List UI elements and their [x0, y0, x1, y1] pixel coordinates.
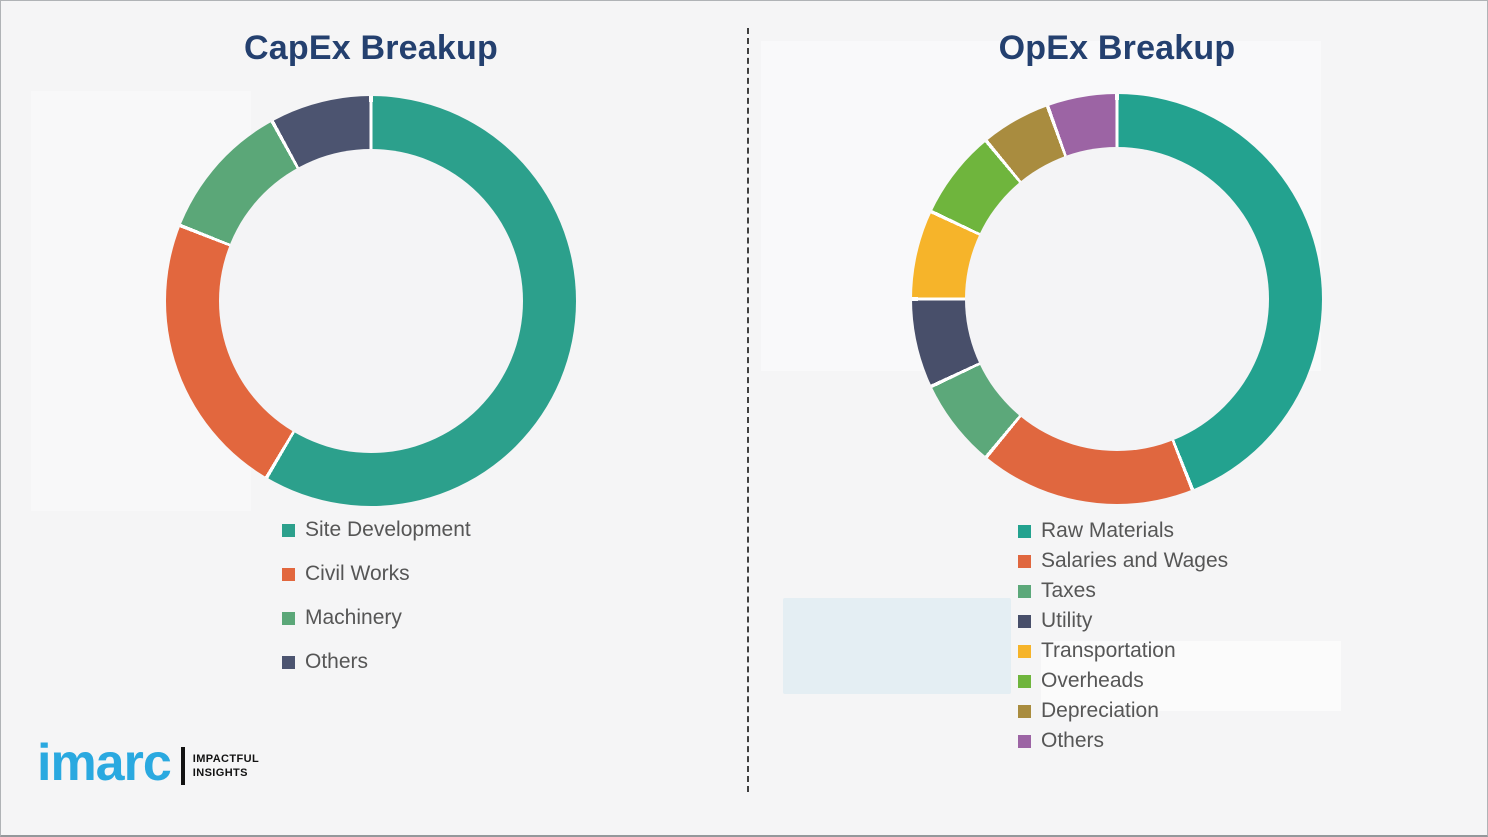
legend-color-swatch [1018, 674, 1031, 688]
capex-chart-title: CapEx Breakup [244, 29, 498, 67]
legend-label: Others [1041, 729, 1105, 752]
legend-item: Salaries and Wages [1018, 546, 1228, 576]
legend-item: Civil Works [282, 552, 471, 596]
legend-item: Transportation [1018, 636, 1228, 666]
opex-chart-title: OpEx Breakup [998, 29, 1236, 67]
opex-donut-hole [965, 147, 1269, 451]
legend-item: Depreciation [1018, 696, 1228, 726]
legend-label: Salaries and Wages [1041, 549, 1229, 572]
opex-donut-chart [912, 94, 1322, 504]
legend-label: Machinery [305, 606, 402, 629]
legend-color-swatch [1018, 524, 1031, 538]
imarc-logo-text: imarc [37, 734, 172, 792]
imarc-tagline-line2: INSIGHTS [192, 767, 248, 779]
legend-label: Utility [1041, 609, 1093, 632]
legend-item: Overheads [1018, 666, 1228, 696]
imarc-logo: imarc IMPACTFUL INSIGHTS [37, 737, 259, 789]
legend-color-swatch [1018, 614, 1031, 628]
legend-item: Machinery [282, 596, 471, 640]
legend-color-swatch [1018, 734, 1031, 748]
legend-label: Transportation [1041, 639, 1176, 662]
legend-color-swatch [282, 523, 295, 537]
legend-label: Site Development [305, 518, 471, 541]
legend-item: Raw Materials [1018, 516, 1228, 546]
legend-item: Taxes [1018, 576, 1228, 606]
legend-color-swatch [282, 567, 295, 581]
capex-legend: Site Development Civil Works Machinery Othe… [282, 508, 471, 684]
legend-color-swatch [1018, 704, 1031, 718]
legend-item: Others [1018, 726, 1228, 756]
legend-label: Others [305, 650, 369, 673]
logo-separator-bar [180, 747, 185, 785]
legend-label: Raw Materials [1041, 519, 1175, 542]
legend-color-swatch [282, 655, 295, 669]
legend-item: Utility [1018, 606, 1228, 636]
opex-legend: Raw Materials Salaries and Wages Taxes Util… [1018, 516, 1228, 756]
legend-item: Others [282, 640, 471, 684]
capex-donut-chart [166, 96, 576, 506]
imarc-tagline-line1: IMPACTFUL [192, 752, 260, 765]
legend-label: Taxes [1041, 579, 1096, 602]
legend-color-swatch [1018, 644, 1031, 658]
background-texture [783, 598, 1011, 694]
legend-item: Site Development [282, 508, 471, 552]
legend-color-swatch [1018, 554, 1031, 568]
legend-label: Depreciation [1041, 699, 1159, 722]
dashed-divider [747, 28, 749, 792]
capex-donut-hole [219, 149, 523, 453]
legend-label: Civil Works [305, 562, 410, 585]
legend-color-swatch [1018, 584, 1031, 598]
imarc-tagline: IMPACTFUL INSIGHTS [193, 752, 259, 781]
legend-color-swatch [282, 611, 295, 625]
legend-label: Overheads [1041, 669, 1144, 692]
